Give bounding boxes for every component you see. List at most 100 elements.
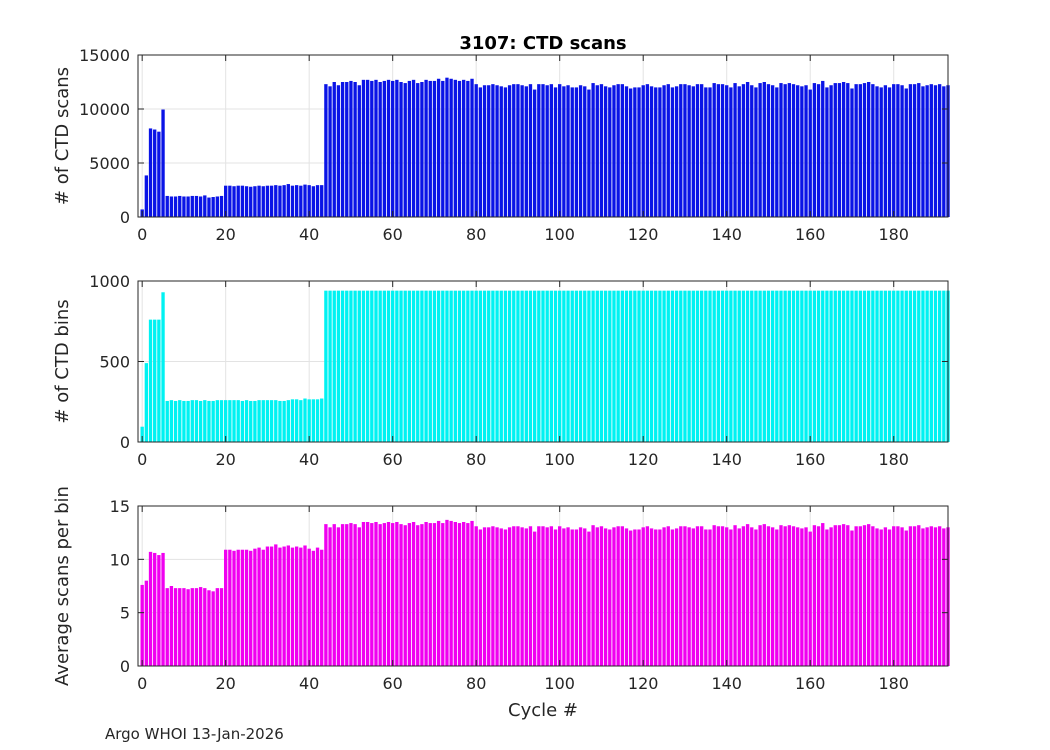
bar bbox=[219, 400, 224, 442]
bar bbox=[599, 84, 604, 217]
bar bbox=[161, 109, 165, 217]
bar bbox=[224, 185, 228, 217]
bar bbox=[391, 523, 395, 666]
bar bbox=[261, 549, 265, 666]
bar bbox=[386, 290, 391, 442]
bar bbox=[917, 290, 921, 442]
bar bbox=[311, 399, 316, 442]
bar bbox=[228, 185, 232, 217]
bar bbox=[453, 522, 457, 666]
bar bbox=[841, 524, 846, 666]
bar bbox=[595, 85, 599, 218]
bar bbox=[332, 290, 336, 442]
bar bbox=[624, 528, 629, 666]
bar bbox=[629, 530, 633, 666]
y-tick-label: 15 bbox=[110, 497, 130, 516]
bar bbox=[420, 524, 424, 666]
bar bbox=[754, 87, 758, 218]
bar bbox=[796, 290, 800, 442]
x-tick-label: 20 bbox=[216, 674, 236, 693]
bar bbox=[779, 290, 783, 442]
bar bbox=[603, 86, 608, 217]
bar bbox=[386, 522, 391, 666]
bar bbox=[399, 82, 403, 217]
bar bbox=[666, 526, 670, 666]
bar bbox=[754, 529, 758, 666]
bar bbox=[691, 290, 695, 442]
bar bbox=[466, 290, 470, 442]
bar bbox=[674, 86, 679, 217]
bar bbox=[649, 290, 654, 442]
bar bbox=[699, 290, 704, 442]
bar bbox=[198, 587, 203, 666]
bar bbox=[745, 82, 750, 217]
x-tick-label: 20 bbox=[216, 225, 236, 244]
bar bbox=[816, 84, 821, 217]
bar bbox=[520, 290, 524, 442]
bar bbox=[411, 290, 416, 442]
bar bbox=[900, 290, 904, 442]
bar bbox=[328, 290, 332, 442]
bar bbox=[725, 527, 729, 666]
bar bbox=[399, 290, 403, 442]
bar bbox=[892, 526, 896, 666]
bar bbox=[382, 290, 387, 442]
bar bbox=[153, 319, 157, 442]
bar bbox=[411, 79, 416, 217]
bar bbox=[303, 398, 307, 442]
bar bbox=[553, 529, 558, 666]
bar bbox=[173, 196, 178, 217]
bar bbox=[240, 549, 245, 666]
x-tick-label: 100 bbox=[544, 674, 575, 693]
bar bbox=[867, 524, 871, 666]
bar bbox=[349, 523, 353, 666]
bar bbox=[679, 526, 683, 666]
bar bbox=[424, 290, 428, 442]
bar bbox=[783, 84, 787, 217]
bar bbox=[833, 83, 837, 217]
panel-avg-scans-per-bin: 0 20 40 60 80 100 120 140 160 180 0 5 10 15 Average sc… bbox=[52, 486, 950, 721]
bar bbox=[912, 290, 917, 442]
x-tick-label: 180 bbox=[878, 450, 909, 469]
bar bbox=[232, 400, 236, 442]
bar bbox=[203, 588, 207, 666]
bar bbox=[487, 85, 491, 218]
bar bbox=[750, 85, 754, 218]
bar bbox=[558, 84, 562, 217]
bar bbox=[232, 550, 236, 666]
bar bbox=[808, 89, 812, 217]
bar bbox=[353, 82, 357, 217]
bar bbox=[190, 400, 194, 442]
bar bbox=[144, 580, 149, 666]
bar bbox=[892, 290, 896, 442]
bar bbox=[532, 290, 537, 442]
bar bbox=[269, 400, 274, 442]
bar bbox=[770, 85, 775, 218]
bar bbox=[645, 290, 650, 442]
bar bbox=[883, 290, 888, 442]
bar bbox=[537, 526, 541, 666]
x-tick-label: 160 bbox=[795, 674, 826, 693]
bar bbox=[654, 290, 658, 442]
bar bbox=[937, 290, 942, 442]
bar bbox=[541, 84, 545, 217]
axes-box bbox=[137, 505, 949, 667]
bar bbox=[274, 544, 278, 666]
x-tick-label: 140 bbox=[711, 674, 742, 693]
bar bbox=[925, 85, 929, 218]
bar bbox=[541, 526, 545, 666]
bar bbox=[487, 290, 491, 442]
bar bbox=[545, 290, 549, 442]
bar bbox=[766, 84, 771, 217]
bar bbox=[228, 400, 232, 442]
bar bbox=[887, 87, 892, 218]
bar bbox=[929, 290, 933, 442]
bar bbox=[787, 83, 792, 217]
bar bbox=[578, 527, 583, 666]
bar bbox=[173, 588, 178, 666]
bar bbox=[867, 82, 871, 217]
bar bbox=[633, 87, 637, 218]
bar bbox=[908, 526, 913, 666]
bar bbox=[933, 85, 938, 218]
bar bbox=[462, 290, 466, 442]
